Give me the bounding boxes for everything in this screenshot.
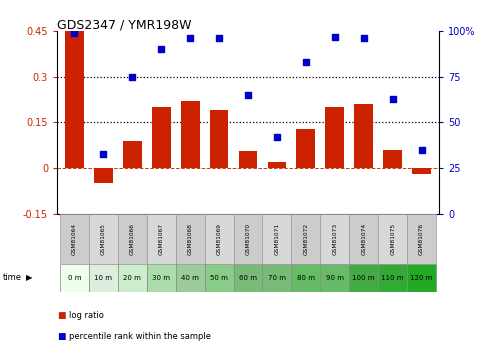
Bar xyxy=(297,129,315,168)
Text: GSM81070: GSM81070 xyxy=(246,223,250,255)
Text: 60 m: 60 m xyxy=(239,275,257,281)
Point xyxy=(418,147,426,152)
Text: 50 m: 50 m xyxy=(210,275,228,281)
Bar xyxy=(60,264,89,292)
Text: GSM81066: GSM81066 xyxy=(130,223,135,255)
Text: GDS2347 / YMR198W: GDS2347 / YMR198W xyxy=(57,18,191,31)
Point xyxy=(273,134,281,140)
Point xyxy=(128,74,136,80)
Bar xyxy=(325,107,344,168)
Text: GSM81065: GSM81065 xyxy=(101,223,106,255)
Bar xyxy=(60,214,89,264)
Text: 70 m: 70 m xyxy=(268,275,286,281)
Text: 0 m: 0 m xyxy=(67,275,81,281)
Text: 80 m: 80 m xyxy=(297,275,315,281)
Bar xyxy=(181,101,199,168)
Point xyxy=(157,47,165,52)
Bar xyxy=(89,264,118,292)
Text: GSM81075: GSM81075 xyxy=(390,223,395,255)
Point xyxy=(302,59,310,65)
Bar xyxy=(349,264,378,292)
Bar xyxy=(320,214,349,264)
Text: time: time xyxy=(2,273,21,282)
Bar xyxy=(291,264,320,292)
Bar xyxy=(118,214,147,264)
Bar xyxy=(262,264,291,292)
Text: GSM81068: GSM81068 xyxy=(187,223,192,255)
Text: GSM81072: GSM81072 xyxy=(304,223,309,255)
Point xyxy=(99,151,107,156)
Bar xyxy=(94,168,113,184)
Bar xyxy=(354,104,373,168)
Text: 20 m: 20 m xyxy=(124,275,141,281)
Bar xyxy=(152,107,171,168)
Text: 10 m: 10 m xyxy=(94,275,112,281)
Bar xyxy=(147,214,176,264)
Text: GSM81074: GSM81074 xyxy=(361,223,366,255)
Bar xyxy=(291,214,320,264)
Point xyxy=(186,36,194,41)
Text: ■: ■ xyxy=(57,332,65,341)
Bar xyxy=(147,264,176,292)
Text: ▶: ▶ xyxy=(26,273,32,282)
Text: 30 m: 30 m xyxy=(152,275,170,281)
Bar xyxy=(176,214,204,264)
Bar xyxy=(210,110,229,168)
Bar xyxy=(349,214,378,264)
Text: percentile rank within the sample: percentile rank within the sample xyxy=(69,332,211,341)
Bar xyxy=(234,214,262,264)
Bar xyxy=(204,214,234,264)
Bar xyxy=(267,162,286,168)
Point xyxy=(360,36,368,41)
Bar xyxy=(204,264,234,292)
Bar xyxy=(123,141,142,168)
Point xyxy=(215,36,223,41)
Text: 40 m: 40 m xyxy=(181,275,199,281)
Bar xyxy=(89,214,118,264)
Bar xyxy=(383,150,402,168)
Bar xyxy=(378,264,407,292)
Point xyxy=(389,96,397,101)
Bar xyxy=(407,264,436,292)
Bar xyxy=(378,214,407,264)
Bar xyxy=(239,151,257,168)
Text: GSM81067: GSM81067 xyxy=(159,223,164,255)
Bar xyxy=(118,264,147,292)
Bar xyxy=(234,264,262,292)
Text: log ratio: log ratio xyxy=(69,311,104,320)
Text: 120 m: 120 m xyxy=(410,275,433,281)
Text: 90 m: 90 m xyxy=(326,275,344,281)
Text: GSM81064: GSM81064 xyxy=(72,223,77,255)
Text: 110 m: 110 m xyxy=(381,275,404,281)
Text: GSM81071: GSM81071 xyxy=(274,223,279,255)
Bar xyxy=(407,214,436,264)
Bar xyxy=(262,214,291,264)
Text: GSM81076: GSM81076 xyxy=(419,223,424,255)
Text: ■: ■ xyxy=(57,311,65,320)
Text: 100 m: 100 m xyxy=(353,275,375,281)
Bar xyxy=(412,168,431,174)
Point xyxy=(244,92,252,98)
Text: GSM81069: GSM81069 xyxy=(217,223,222,255)
Point xyxy=(70,30,78,36)
Bar xyxy=(320,264,349,292)
Point xyxy=(331,34,339,39)
Text: GSM81073: GSM81073 xyxy=(332,223,337,255)
Bar xyxy=(65,31,84,168)
Bar xyxy=(176,264,204,292)
